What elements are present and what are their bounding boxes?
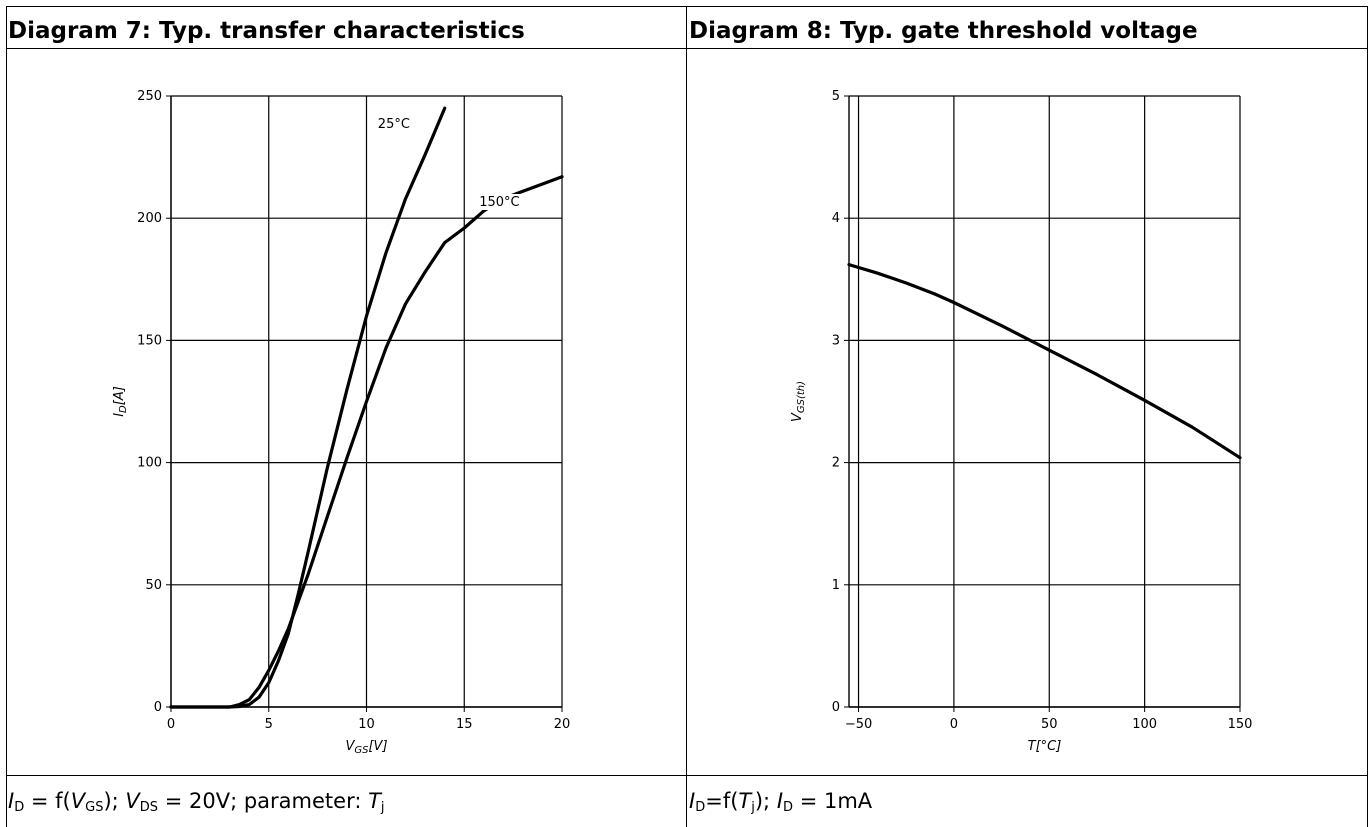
series-annotation: 150°C [479,195,519,210]
caption-symbol: T [738,789,752,813]
caption-text: =f( [705,789,739,813]
caption-symbol: V [70,789,86,813]
y-tick-label: 50 [145,578,162,593]
x-axis-label: VGS[V] [345,739,387,756]
frame-title-divider [6,48,1368,49]
frame-right [1367,6,1368,827]
frame-middle [686,6,687,827]
y-tick-label: 200 [137,211,162,226]
caption-symbol: V [125,789,140,813]
caption-subscript: D [695,800,706,815]
y-axis-label: ID[A] [112,386,129,417]
caption-subscript: DS [139,800,159,815]
y-tick-label: 0 [832,700,840,715]
y-tick-label: 5 [832,89,840,104]
caption-symbol: I [776,789,784,813]
x-tick-label: 50 [1041,717,1058,732]
y-tick-label: 1 [832,578,840,593]
x-tick-label: 0 [167,717,175,732]
y-tick-label: 150 [137,333,162,348]
caption-text: = 20V; parameter: [158,789,369,813]
y-tick-label: 2 [832,456,840,471]
caption-subscript: D [783,800,794,815]
frame-top [6,6,1368,7]
y-tick-label: 250 [137,89,162,104]
y-tick-label: 100 [137,456,162,471]
diagram-7-caption: ID = f(VGS); VDS = 20V; parameter: Tj [8,789,385,815]
x-axis-label: T[°C] [1028,739,1062,754]
series-annotation: 25°C [378,117,410,132]
x-tick-label: 5 [265,717,273,732]
annotation-background [475,193,524,210]
caption-subscript: j [380,800,385,815]
caption-text: = 1mA [793,789,873,813]
y-tick-label: 0 [154,700,162,715]
diagram-8-caption: ID=f(Tj); ID = 1mA [689,789,872,815]
caption-symbol: I [8,789,15,813]
caption-subscript: D [14,800,25,815]
x-tick-label: 100 [1132,717,1157,732]
x-tick-label: 20 [554,717,571,732]
x-tick-label: 0 [950,717,958,732]
frame-left [6,6,7,827]
caption-subscript: j [751,800,755,815]
y-axis-label: VGS(th) [790,381,807,422]
caption-subscript: GS [85,800,104,815]
series-line-0 [847,263,1242,460]
y-tick-label: 3 [832,333,840,348]
series-line-0 [169,106,447,709]
annotation-background [369,115,418,132]
caption-symbol: T [368,789,381,813]
y-tick-label: 4 [832,211,840,226]
x-tick-label: −50 [845,717,872,732]
frame-caption-divider [6,775,1368,776]
diagram-8-title: Diagram 8: Typ. gate threshold voltage [689,18,1198,44]
diagram-7-title: Diagram 7: Typ. transfer characteristics [8,18,525,44]
caption-symbol: I [689,789,696,813]
caption-text: = f( [24,789,71,813]
caption-text: ); [754,789,777,813]
x-tick-label: 15 [456,717,473,732]
x-tick-label: 150 [1228,717,1253,732]
x-tick-label: 10 [358,717,375,732]
caption-text: ); [103,789,126,813]
